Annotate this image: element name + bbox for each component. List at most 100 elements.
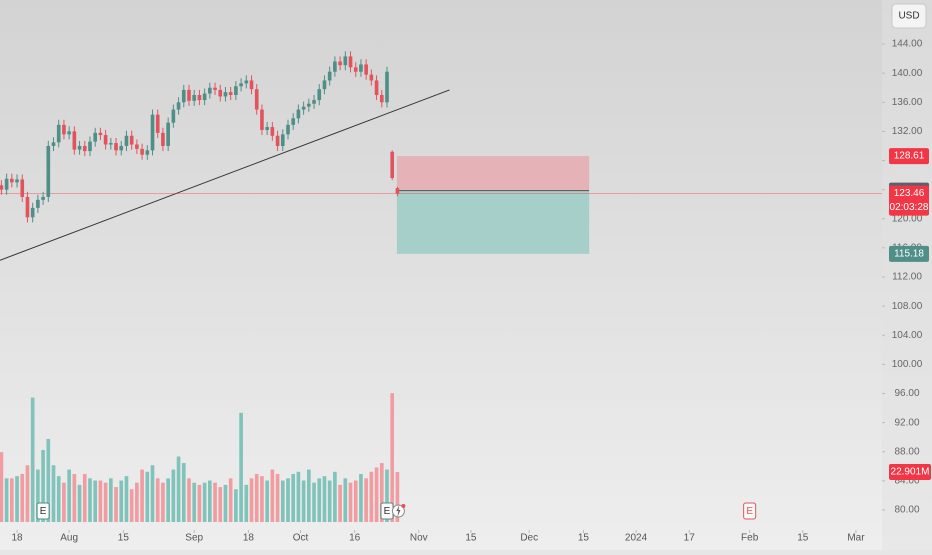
volume-bar	[36, 469, 40, 522]
candle-body	[181, 89, 186, 103]
candle-body	[317, 89, 322, 101]
event-label: E	[384, 506, 391, 517]
volume-bar	[390, 393, 395, 522]
volume-bar	[275, 473, 280, 522]
candle-body	[140, 148, 144, 155]
candle-body	[20, 179, 25, 197]
y-tick-label: 92.00	[894, 417, 919, 428]
volume-bar	[82, 473, 87, 522]
candle-body	[46, 145, 51, 197]
x-tick-label: Nov	[410, 533, 428, 544]
stop-zone	[396, 156, 590, 191]
candle-body	[4, 178, 9, 190]
y-tick-label: 120.00	[892, 213, 923, 224]
candle-body	[30, 207, 35, 218]
candle-body	[296, 109, 301, 119]
y-tick-label: 80.00	[894, 505, 919, 516]
candle-body	[374, 80, 379, 96]
candle-body	[223, 92, 228, 97]
y-tick-label: 88.00	[894, 446, 919, 457]
candle-body	[109, 143, 113, 145]
price-label: 128.61	[894, 151, 925, 162]
x-tick-label: 17	[684, 533, 696, 544]
volume-bar	[353, 480, 358, 522]
x-tick-label: 18	[11, 533, 23, 544]
x-tick-label: 15	[118, 533, 130, 544]
x-tick-label: Dec	[520, 533, 538, 544]
candle-body	[270, 127, 275, 136]
candle-body	[62, 124, 66, 135]
volume-bar	[286, 478, 290, 522]
volume-bar	[343, 478, 348, 522]
candle-body	[25, 196, 30, 218]
candle-body	[51, 142, 56, 146]
volume-bar	[46, 439, 51, 522]
x-tick-label: Aug	[60, 533, 78, 544]
candle-body	[98, 132, 103, 136]
volume-bar	[296, 471, 301, 522]
x-tick-label: 15	[578, 533, 590, 544]
trendline	[0, 89, 450, 261]
volume-bar	[213, 482, 217, 522]
volume-bar	[254, 473, 259, 522]
volume-bar	[25, 465, 30, 522]
candle-body	[36, 199, 40, 208]
y-tick-label: 132.00	[892, 126, 923, 137]
target-zone	[396, 190, 590, 254]
volume-bar	[72, 473, 77, 522]
price-label-box	[889, 185, 929, 216]
event-marker	[743, 502, 757, 520]
volume-bar	[218, 487, 223, 522]
volume-bar	[150, 465, 155, 522]
volume-bar	[51, 465, 56, 522]
volume-label-box	[889, 463, 931, 480]
candle-body	[275, 135, 280, 146]
candle-body	[343, 56, 348, 66]
y-tick-label: 84.00	[894, 475, 919, 486]
volume-bar	[327, 480, 332, 522]
candle-body	[0, 185, 4, 190]
candle-body	[395, 188, 400, 194]
candle-body	[114, 143, 118, 151]
x-tick-label: 2024	[625, 533, 648, 544]
candle-body	[301, 106, 306, 110]
candle-body	[129, 135, 134, 145]
volume-bar	[208, 480, 212, 522]
candle-body	[239, 83, 243, 87]
candle-body	[234, 86, 238, 96]
candle-body	[202, 93, 207, 101]
currency-button[interactable]	[891, 3, 927, 29]
volume-bar	[333, 471, 337, 522]
candle-body	[213, 87, 217, 90]
candle-body	[338, 61, 342, 66]
volume-bar	[364, 478, 368, 522]
volume-bar	[129, 489, 134, 522]
candle-body	[119, 145, 124, 151]
volume-bar	[109, 478, 113, 522]
volume-bar	[249, 478, 254, 522]
volume-bar	[62, 482, 66, 522]
price-label-box	[889, 245, 929, 262]
candle-body	[291, 118, 296, 125]
volume-bar	[166, 478, 170, 522]
volume-bar	[98, 480, 103, 522]
lightning	[396, 505, 401, 517]
volume-bar	[223, 484, 228, 522]
volume-bar	[359, 473, 363, 522]
candle-body	[166, 122, 170, 146]
candle-body	[244, 80, 249, 84]
candle-body	[187, 89, 191, 101]
volume-bar	[348, 482, 353, 522]
price-axis	[882, 0, 932, 550]
volume-bar	[88, 478, 92, 522]
volume-bar	[0, 452, 4, 522]
candle-body	[82, 145, 87, 152]
volume-bar	[265, 480, 269, 522]
candle-body	[280, 134, 285, 146]
volume-bar	[155, 478, 160, 522]
event-label: E	[40, 506, 47, 517]
volume-bar	[301, 480, 306, 522]
candle-body	[218, 89, 223, 97]
volume-bar	[244, 484, 249, 522]
